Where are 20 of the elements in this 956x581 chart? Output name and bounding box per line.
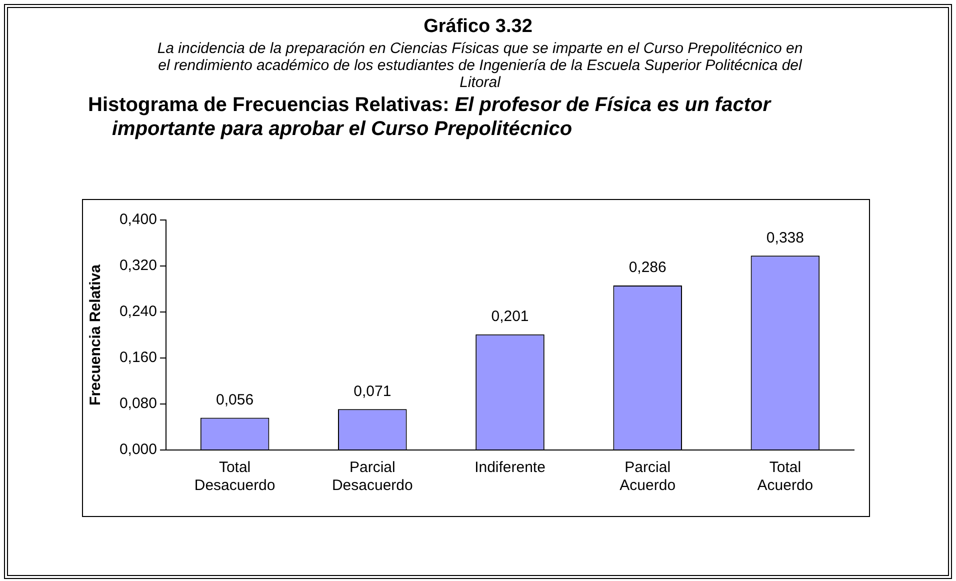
y-axis-title: Frecuencia Relativa: [87, 264, 104, 406]
x-tick-label: Total Acuerdo: [757, 459, 814, 494]
chart-title: Gráfico 3.32: [422, 16, 534, 38]
y-tick-label: 0,000: [119, 441, 157, 458]
data-label: 0,286: [628, 259, 666, 276]
x-tick-label: Indiferente: [474, 459, 546, 476]
chart-subtitle: La incidencia de la preparación en Ciencias Físicas que se imparte en el Curso Prepolitécnico en el rendimiento académico de los estudiantes de Ingeniería de la Escuela Superior Politécnica del Litoral: [156, 40, 804, 91]
data-label: 0,338: [766, 229, 804, 246]
data-label: 0,056: [216, 391, 254, 408]
x-tick-label: Total Desacuerdo: [194, 459, 276, 494]
y-tick-label: 0,240: [119, 303, 157, 320]
data-label: 0,071: [354, 382, 392, 400]
y-tick-label: 0,400: [119, 211, 157, 228]
text: Histograma de Frecuencias Relativas: El profesor de Física es un factor importante para aprobar el Curso Prepolitécnico: [88, 94, 770, 140]
y-tick-label: 0,160: [119, 349, 157, 366]
y-tick-label: 0,080: [119, 395, 157, 412]
data-label: 0,201: [491, 308, 529, 326]
x-tick-label: Parcial Desacuerdo: [332, 459, 413, 494]
x-tick-label: Parcial Acuerdo: [620, 459, 676, 494]
y-tick-label: 0,320: [119, 257, 157, 274]
